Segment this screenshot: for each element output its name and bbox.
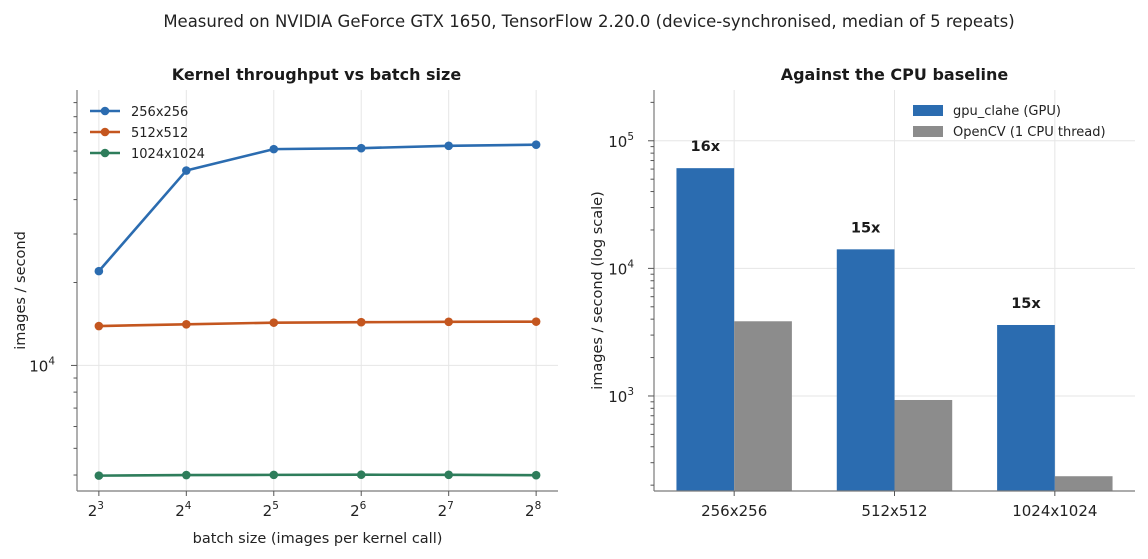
legend-label-256x256: 256x256 [131,105,188,120]
bar-y-tick-label-0-base: 10 [608,388,627,406]
bar-y-tick-label-1-exponent: 4 [627,258,634,270]
x-tick-label-5: 28 [525,500,541,520]
category-label-0: 256x256 [701,502,767,520]
legend-marker-1024x1024 [100,148,110,158]
x-tick-label-1-exponent: 4 [185,500,192,512]
legend-marker-512x512 [100,127,110,137]
series-point-256x256-1 [182,166,191,175]
series-line-256x256 [97,143,537,272]
bar-y-tick-label-2-base: 10 [608,133,627,151]
x-tick-label-5-base: 2 [525,502,535,520]
series-point-1024x1024-2 [269,470,279,480]
series-point-512x512-3 [356,317,366,327]
bar-y-tick-label-2-exponent: 5 [627,131,634,143]
left-legend: 256x256 512x512 1024x1024 [90,105,205,162]
category-label-2: 1024x1024 [1012,502,1097,520]
legend-label-512x512: 512x512 [131,126,188,141]
y-tick-label-0-exponent: 4 [48,355,55,367]
x-tick-label-4-base: 2 [438,502,448,520]
x-tick-label-4: 27 [438,500,454,520]
bar-OpenCV (1 CPU thread)-1024x1024 [1054,476,1113,491]
x-tick-label-3-base: 2 [350,502,360,520]
x-tick-label-2-base: 2 [263,502,273,520]
series-point-512x512-0 [94,321,104,331]
y-tick-label-0: 104 [29,355,55,375]
series-point-256x256-5 [531,140,541,149]
x-tick-label-4-exponent: 7 [447,500,454,512]
x-tick-label-1: 24 [175,500,192,520]
x-tick-label-0: 23 [88,500,104,520]
series-point-256x256-4 [444,141,453,151]
series-point-1024x1024-4 [444,470,453,480]
x-tick-label-0-base: 2 [88,502,98,520]
right-y-axis-label: images / second (log scale) [590,191,606,390]
category-label-1: 512x512 [861,502,927,520]
right-chart-title: Against the CPU baseline [781,65,1009,84]
x-tick-label-1-base: 2 [175,502,185,520]
legend-label-1024x1024: 1024x1024 [131,147,205,162]
series-line-512x512 [98,320,537,328]
x-tick-label-2: 25 [263,500,279,520]
series-point-512x512-4 [444,317,453,327]
speedup-label-1: 15x [851,220,881,236]
bar-y-tick-label-0-exponent: 3 [627,386,634,398]
x-tick-label-2-exponent: 5 [272,500,279,512]
speedup-label-2: 15x [1011,296,1041,312]
x-tick-label-3: 26 [350,500,367,520]
bar-OpenCV (1 CPU thread)-512x512 [894,399,953,491]
left-x-axis-label: batch size (images per kernel call) [193,531,443,547]
series-line-1024x1024 [98,473,537,477]
bar-gpu_clahe (GPU)-512x512 [836,249,895,491]
legend-label-0: gpu_clahe (GPU) [953,104,1061,119]
bar-y-tick-label-0: 103 [608,386,634,406]
legend-swatch-0 [913,105,943,116]
x-tick-label-3-exponent: 6 [360,500,367,512]
legend-label-1: OpenCV (1 CPU thread) [953,125,1106,140]
bar-y-tick-label-1: 104 [608,258,634,278]
left-y-axis-label: images / second [13,231,29,350]
bar-gpu_clahe (GPU)-1024x1024 [997,324,1055,491]
series-point-512x512-5 [531,317,541,326]
x-tick-label-5-exponent: 8 [535,500,542,512]
legend-marker-256x256 [100,106,110,116]
series-point-512x512-1 [182,320,191,329]
x-tick-label-0-exponent: 3 [97,500,104,512]
legend-swatch-1 [913,126,943,137]
speedup-label-0: 16x [691,139,721,155]
series-point-1024x1024-0 [94,471,104,480]
left-chart-title: Kernel throughput vs batch size [172,65,462,84]
y-tick-label-0-base: 10 [29,357,48,375]
series-point-256x256-3 [356,143,366,153]
series-point-256x256-0 [94,266,104,276]
bar-gpu_clahe (GPU)-256x256 [676,168,735,491]
bar-OpenCV (1 CPU thread)-256x256 [734,321,792,491]
bar-y-tick-label-1-base: 10 [608,260,627,278]
right-legend: gpu_clahe (GPU) OpenCV (1 CPU thread) [913,104,1106,140]
series-point-256x256-2 [269,144,279,154]
series-point-1024x1024-1 [182,470,191,480]
series-point-1024x1024-3 [356,470,366,480]
figure-suptitle: Measured on NVIDIA GeForce GTX 1650, Ten… [163,12,1014,31]
series-point-512x512-2 [269,318,279,327]
series-point-1024x1024-5 [531,470,541,480]
bar-y-tick-label-2: 105 [608,131,634,151]
